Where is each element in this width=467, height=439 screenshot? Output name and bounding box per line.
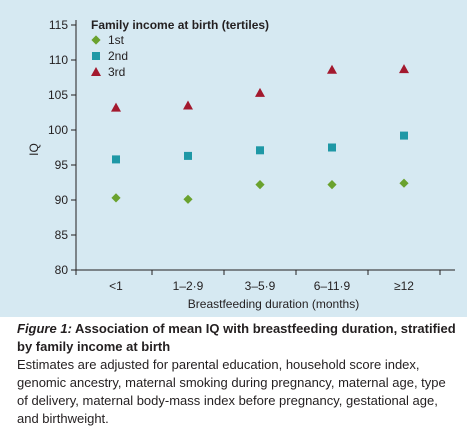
y-tick-label: 85 — [55, 228, 69, 242]
y-tick-label: 100 — [48, 123, 68, 137]
caption-title: Figure 1: Association of mean IQ with br… — [17, 320, 457, 356]
figure-panel: 115 110 105 100 95 90 85 80 IQ <1 1–2·9 3–5·9 6–11·… — [0, 0, 467, 317]
legend-marker-3rd — [91, 67, 101, 76]
x-tick-label: ≥12 — [394, 279, 414, 293]
point-2nd-3 — [328, 143, 336, 152]
x-tick-label: 6–11·9 — [314, 279, 351, 293]
legend-marker-2nd — [92, 52, 100, 60]
legend-label-2nd: 2nd — [108, 49, 128, 63]
x-tick-label: 1–2·9 — [173, 279, 204, 293]
figure-caption: Figure 1: Association of mean IQ with br… — [17, 320, 457, 428]
point-3rd-3 — [327, 64, 337, 74]
x-tick-label: <1 — [109, 279, 123, 293]
y-axis: 115 110 105 100 95 90 85 80 IQ — [27, 18, 77, 277]
y-tick-label: 115 — [49, 18, 68, 32]
caption-body: Estimates are adjusted for parental educ… — [17, 357, 446, 426]
point-2nd-2 — [256, 146, 264, 155]
point-1st-4 — [399, 178, 409, 188]
point-1st-2 — [255, 180, 265, 190]
caption-title-text: Association of mean IQ with breastfeedin… — [17, 321, 456, 354]
y-tick-label: 110 — [49, 53, 68, 67]
point-2nd-0 — [112, 155, 120, 164]
x-tick-label: 3–5·9 — [245, 279, 276, 293]
point-1st-3 — [327, 180, 337, 190]
legend-marker-1st — [91, 35, 101, 45]
y-tick-label: 95 — [55, 158, 69, 172]
point-2nd-1 — [184, 151, 192, 160]
point-1st-1 — [183, 194, 193, 204]
y-tick-label: 90 — [55, 193, 69, 207]
y-axis-title: IQ — [27, 143, 41, 156]
x-axis: <1 1–2·9 3–5·9 6–11·9 ≥12 Breastfeeding durat… — [75, 269, 455, 311]
legend-label-3rd: 3rd — [108, 65, 125, 79]
point-1st-0 — [111, 193, 121, 203]
point-3rd-1 — [183, 100, 193, 110]
point-3rd-0 — [111, 102, 121, 112]
point-3rd-4 — [399, 64, 409, 74]
y-tick-label: 105 — [48, 88, 68, 102]
figure-label: Figure 1: — [17, 321, 72, 336]
iq-chart: 115 110 105 100 95 90 85 80 IQ <1 1–2·9 3–5·9 6–11·… — [27, 18, 455, 311]
data-points — [111, 64, 409, 204]
legend-label-1st: 1st — [108, 33, 125, 47]
point-3rd-2 — [255, 87, 265, 97]
legend-title: Family income at birth (tertiles) — [91, 18, 269, 32]
point-2nd-4 — [400, 131, 408, 140]
y-tick-label: 80 — [55, 263, 69, 277]
legend: Family income at birth (tertiles)1st 2nd 3… — [91, 18, 269, 79]
x-axis-title: Breastfeeding duration (months) — [188, 297, 359, 311]
